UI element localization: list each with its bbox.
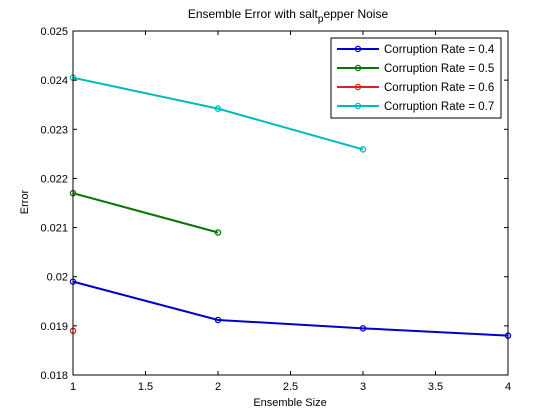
legend-item: Corruption Rate = 0.4 — [337, 44, 495, 56]
y-tick-label: 0.018 — [40, 370, 68, 382]
axes: 1 1.5 2 2.5 3 3.5 4 0.018 0.019 0.02 0.021 0.022 0.0… — [40, 26, 511, 393]
chart-title-main: Ensemble Error with salt — [188, 7, 319, 21]
data-point — [214, 316, 222, 324]
data-point — [214, 105, 222, 112]
x-tick-label: 1.5 — [138, 381, 153, 393]
legend-item: Corruption Rate = 0.5 — [337, 63, 494, 75]
x-tick-label: 4 — [505, 381, 511, 393]
legend-label: Corruption Rate = 0.7 — [384, 101, 494, 113]
y-tick-label: 0.019 — [40, 321, 68, 333]
legend-label: Corruption Rate = 0.5 — [384, 63, 494, 75]
chart-title: Ensemble Error with saltpepper Noise — [188, 7, 389, 25]
legend-marker — [354, 102, 362, 110]
legend-label: Corruption Rate = 0.4 — [384, 44, 495, 56]
legend-marker — [354, 64, 362, 72]
y-tick-label: 0.024 — [40, 75, 68, 87]
legend-label: Corruption Rate = 0.6 — [384, 82, 494, 94]
x-tick-label: 2 — [215, 381, 221, 393]
x-tick-label: 1 — [70, 381, 76, 393]
chart-title-rest: epper Noise — [323, 7, 388, 21]
data-point — [359, 146, 367, 153]
series-line — [72, 280, 509, 337]
x-tick-label: 3 — [360, 381, 366, 393]
series-line — [72, 192, 219, 234]
legend: Corruption Rate = 0.4 Corruption Rate = 0… — [330, 37, 502, 119]
data-point — [214, 229, 222, 236]
data-point — [359, 325, 367, 332]
y-tick-label: 0.023 — [40, 124, 68, 136]
legend-item: Corruption Rate = 0.7 — [337, 101, 494, 113]
legend-marker — [354, 45, 362, 53]
legend-item: Corruption Rate = 0.6 — [337, 82, 494, 94]
y-tick-label: 0.02 — [47, 272, 68, 284]
x-axis-label: Ensemble Size — [253, 397, 326, 409]
y-axis-label: Error — [19, 189, 31, 214]
series-line — [72, 76, 364, 151]
x-tick-label: 3.5 — [428, 381, 443, 393]
x-tick-label: 2.5 — [283, 381, 298, 393]
chart-title-subscript: p — [318, 14, 324, 25]
y-tick-label: 0.025 — [40, 26, 68, 38]
legend-marker — [354, 83, 362, 91]
y-tick-label: 0.022 — [40, 173, 68, 185]
y-tick-label: 0.021 — [40, 223, 68, 235]
